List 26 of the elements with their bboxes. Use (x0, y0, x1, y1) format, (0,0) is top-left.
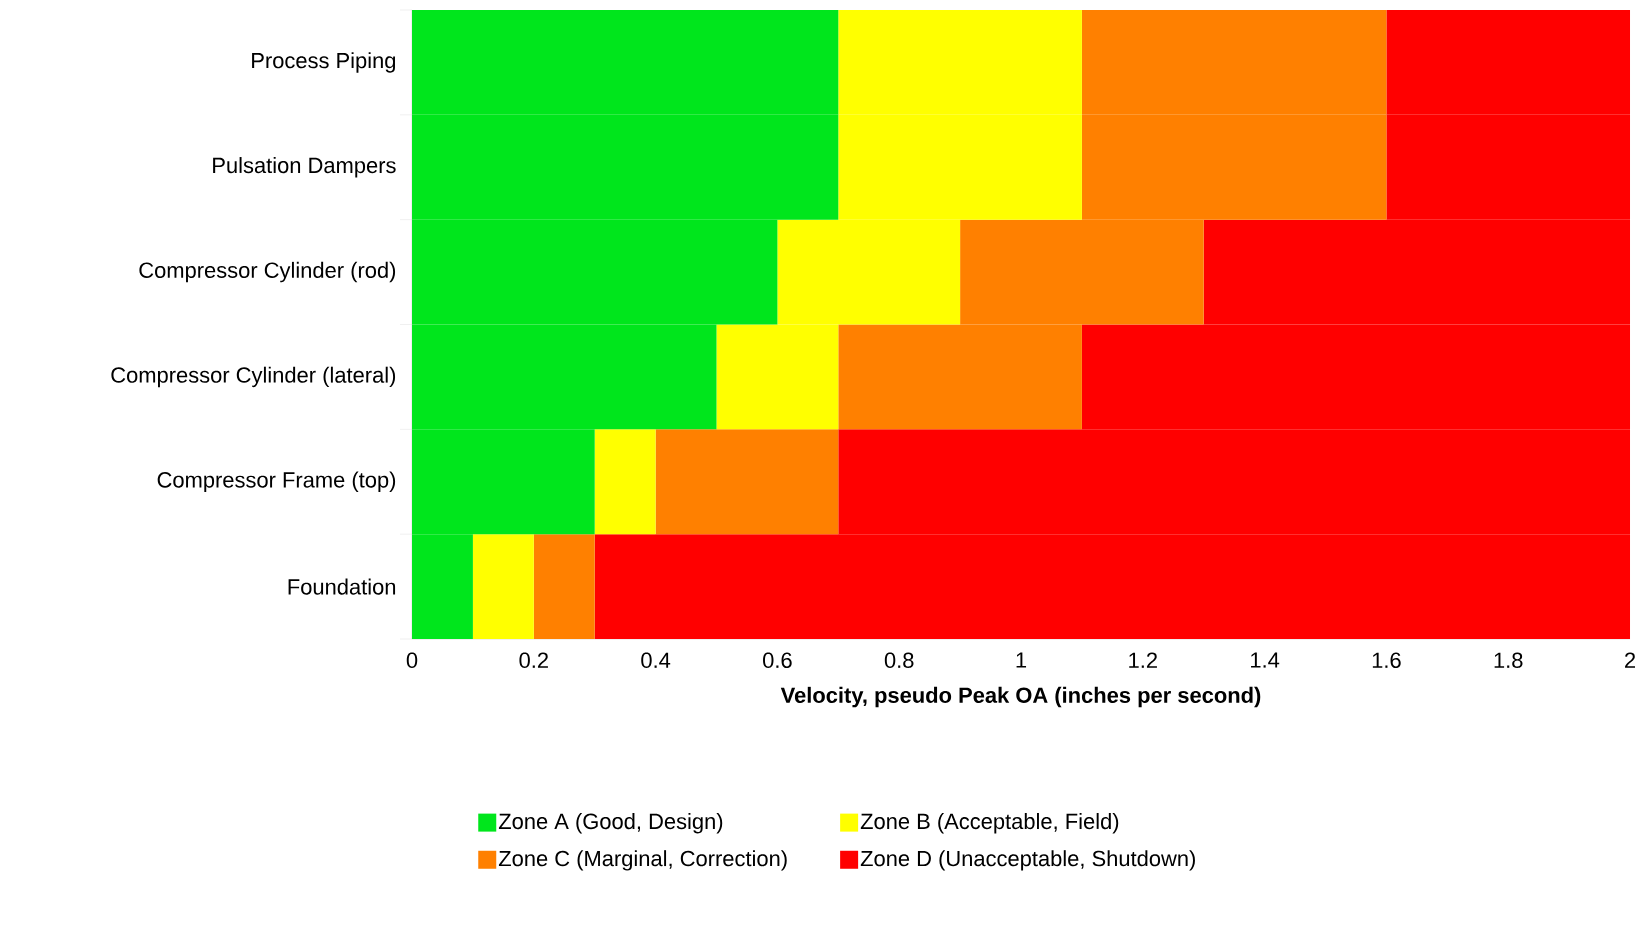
x-tick-label: 2 (1625, 652, 1636, 668)
x-tick-label: 0.4 (641, 652, 671, 669)
x-tick-label: 1 (1016, 652, 1027, 668)
x-tick-label: 1.2 (1129, 652, 1157, 668)
x-axis-title: Velocity, pseudo Peak OA (inches per second) (780, 686, 1261, 708)
y-tick-label: Foundation (288, 578, 396, 595)
x-tick-label: 0.8 (884, 652, 914, 669)
bar (655, 429, 839, 535)
y-tick-label: Compressor Cylinder (rod) (139, 261, 396, 283)
bar (472, 534, 534, 640)
x-tick-label: 1.8 (1494, 652, 1523, 669)
y-tick-label: Compressor Frame (top) (157, 471, 396, 492)
legend-label: Zone D (Unacceptable, Shutdown) (860, 850, 1195, 871)
x-tick-label: 1.4 (1251, 652, 1280, 668)
x-tick-label: 0.2 (519, 652, 548, 669)
x-tick-label: 0 (406, 652, 418, 669)
legend-label: Zone B (Acceptable, Field) (860, 813, 1119, 834)
legend-label: Zone A (Good, Design) (498, 813, 723, 834)
x-tick-label: 0.6 (763, 652, 792, 669)
legend-label: Zone C (Marginal, Correction) (498, 850, 787, 871)
y-tick-label: Pulsation Dampers (213, 157, 396, 178)
y-tick-label: Compressor Cylinder (lateral) (111, 366, 396, 388)
y-tick-label: Process Piping (252, 52, 396, 73)
bar (594, 429, 656, 535)
x-tick-label: 1.6 (1372, 652, 1401, 669)
bar (533, 534, 595, 640)
